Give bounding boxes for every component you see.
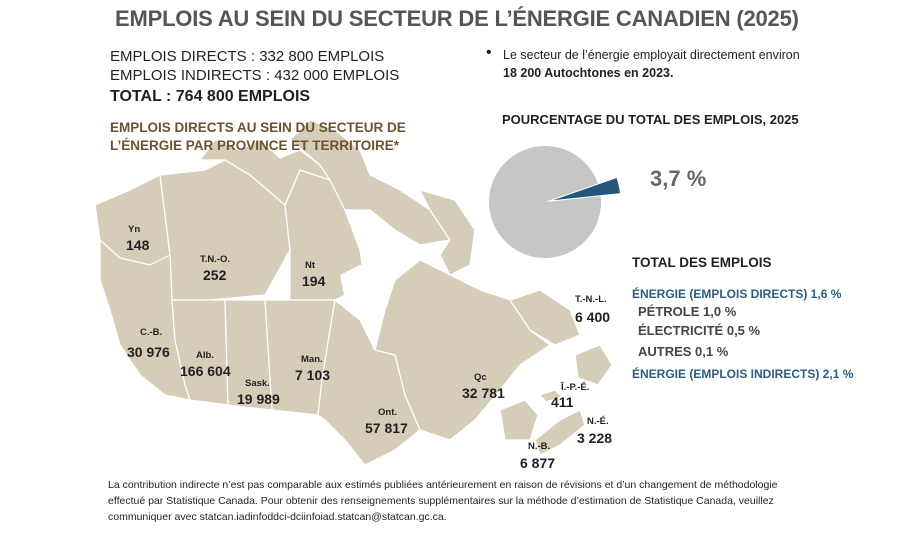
region-label: Qc <box>474 372 487 383</box>
region-label: Yn <box>128 224 140 235</box>
breakdown-electricity: ÉLECTRICITÉ 0,5 % <box>638 323 761 338</box>
region-newfoundland <box>574 344 613 386</box>
note-bold: 18 200 Autochtones en 2023. <box>503 66 674 81</box>
indirect-jobs: EMPLOIS INDIRECTS : 432 000 EMPLOIS <box>110 67 400 84</box>
region-value: 19 989 <box>237 391 280 407</box>
hudson-bay <box>340 265 395 350</box>
region-label: Ont. <box>378 407 397 418</box>
region-label: Î.-P.-É. <box>560 381 589 393</box>
region-label: T.-N.-L. <box>575 294 607 305</box>
map-heading: EMPLOIS DIRECTS AU SEIN DU SECTEUR DE L’… <box>110 120 406 154</box>
region-value: 57 817 <box>365 420 408 436</box>
region-label: C.-B. <box>140 327 162 338</box>
region-value: 252 <box>203 267 227 283</box>
region-label: N.-B. <box>528 441 550 452</box>
pie-slices <box>489 145 622 258</box>
region-label: Alb. <box>196 350 214 361</box>
breakdown-others: AUTRES 0,1 % <box>638 344 729 359</box>
region-value: 166 604 <box>180 363 231 379</box>
map-labels: Yn 148 T.N.-O. 252 Nt 194 C.-B. 30 976 Alb. 166 6… <box>126 224 612 471</box>
region-label: Sask. <box>245 378 270 389</box>
indigenous-note: Le secteur de l’énergie employait direct… <box>503 46 803 82</box>
pie-slice-energy <box>548 176 622 202</box>
note-text: Le secteur de l’énergie employait direct… <box>503 48 800 62</box>
breakdown-energy-direct: ÉNERGIE (EMPLOIS DIRECTS) 1,6 % <box>632 287 842 301</box>
region-label: Nt <box>305 260 316 271</box>
region-nwt <box>159 159 291 301</box>
pie-chart <box>489 145 622 258</box>
pie-slice-main <box>489 145 601 258</box>
region-label: Man. <box>301 354 323 365</box>
total-jobs-title: TOTAL DES EMPLOIS <box>632 255 772 270</box>
region-value: 6 877 <box>520 455 555 471</box>
bullet-icon: • <box>486 44 492 61</box>
region-label: N.-É. <box>587 416 609 427</box>
region-label: T.N.-O. <box>200 254 230 265</box>
direct-jobs: EMPLOIS DIRECTS : 332 800 EMPLOIS <box>110 48 385 65</box>
breakdown-petroleum: PÉTROLE 1,0 % <box>638 304 737 319</box>
page-title: EMPLOIS AU SEIN DU SECTEUR DE L’ÉNERGIE … <box>115 6 799 31</box>
region-labrador <box>509 289 581 346</box>
region-pei <box>538 389 564 403</box>
region-value: 32 781 <box>462 385 505 401</box>
region-ns <box>534 409 586 456</box>
region-value: 7 103 <box>295 367 330 383</box>
footnote: La contribution indirecte n’est pas comp… <box>108 479 778 523</box>
region-value: 3 228 <box>577 430 612 446</box>
total-jobs: TOTAL : 764 800 EMPLOIS <box>110 88 311 105</box>
breakdown-energy-indirect: ÉNERGIE (EMPLOIS INDIRECTS) 2,1 % <box>632 367 854 381</box>
region-nb <box>499 399 539 441</box>
region-value: 6 400 <box>575 309 610 325</box>
pie-slice-label: 3,7 % <box>650 166 707 191</box>
region-value: 148 <box>126 237 150 253</box>
region-value: 194 <box>302 273 326 289</box>
region-quebec <box>374 259 552 441</box>
region-value: 411 <box>551 394 574 410</box>
pie-title: POURCENTAGE DU TOTAL DES EMPLOIS, 2025 <box>502 112 799 127</box>
map-shapes <box>94 119 613 466</box>
region-value: 30 976 <box>127 344 170 360</box>
region-alberta <box>171 299 229 406</box>
